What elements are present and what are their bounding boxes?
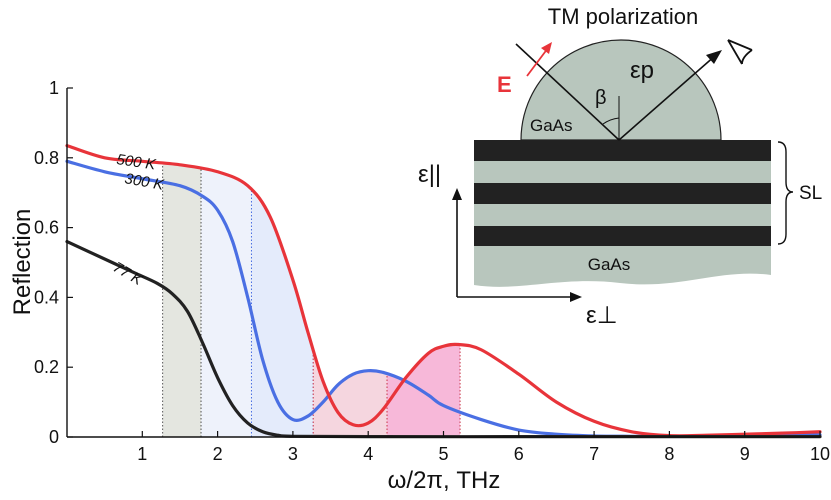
y-tick-label-5: 0.8 [34,148,59,168]
sl-layer-1 [474,140,771,161]
e-field-arrowhead [541,42,552,54]
ticks: 1 2 3 4 5 6 7 8 9 10 0 0.2 0.4 0.6 0.8 1 [34,78,830,464]
substrate-material-label: GaAs [588,255,631,274]
x-tick-label-9: 9 [740,444,750,464]
detector-icon [727,39,753,65]
eps-perp-arrowhead [570,292,582,302]
reflected-arrowhead [706,50,722,64]
sl-layer-3 [474,226,771,246]
shaded-regions [162,163,461,438]
y-tick-label-6: 1 [49,78,59,98]
x-tick-label-3: 3 [288,444,298,464]
x-tick-label-1: 1 [137,444,147,464]
eps-parallel-label: ε|| [418,161,441,188]
curve-labels: 500 K 300 K 77 K [110,151,166,289]
x-axis-title: ω/2π, THz [388,467,501,494]
label-300k: 300 K [123,170,166,194]
y-tick-label-3: 0.4 [34,287,59,307]
gaas-substrate [474,246,771,287]
sl-label: SL [799,183,822,204]
x-tick-label-4: 4 [363,444,373,464]
sl-brace [777,141,794,245]
curve-500k [65,143,822,438]
y-tick-label-1: 0 [49,427,59,447]
label-77k: 77 K [110,259,146,290]
sl-spacer-1 [474,161,771,183]
angle-label: β [595,87,607,109]
e-field-label: E [497,72,512,97]
x-tick-label-5: 5 [438,444,448,464]
sl-layer-2 [474,183,771,204]
e-field-arrow-line [526,47,549,77]
x-tick-label-8: 8 [664,444,674,464]
reflected-ray [618,54,717,141]
shaded-region-1 [162,163,202,437]
inset-schematic: E TM polarization εp β GaAs GaAs SL ε|| … [418,4,822,329]
x-tick-label-10: 10 [810,444,830,464]
incident-ray [515,43,620,141]
prism-material-label: GaAs [530,116,573,135]
sl-spacer-2 [474,204,771,226]
gaas-prism [520,39,722,141]
x-tick-label-7: 7 [589,444,599,464]
y-tick-label-4: 0.6 [34,218,59,238]
x-tick-label-2: 2 [213,444,223,464]
x-tick-label-6: 6 [514,444,524,464]
y-tick-label-2: 0.2 [34,357,59,377]
eps-parallel-arrowhead [452,188,462,200]
inset-title: TM polarization [548,4,698,29]
y-axis-title: Reflection [9,209,36,316]
label-500k: 500 K [115,151,157,173]
prism-permittivity-label: εp [630,57,654,84]
eps-perp-label: ε⊥ [586,302,618,329]
beta-arc [602,117,620,125]
